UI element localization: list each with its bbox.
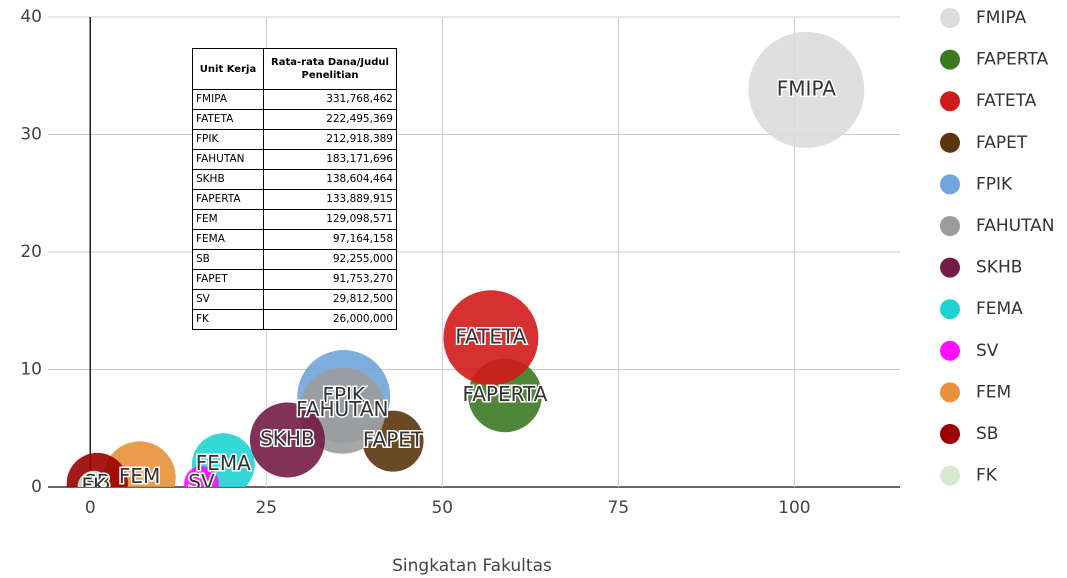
legend-label: FATETA xyxy=(976,91,1037,111)
legend-label: SKHB xyxy=(976,258,1022,278)
legend-marker xyxy=(940,132,960,153)
y-tick-label: 30 xyxy=(20,125,42,145)
table-cell: 97,164,158 xyxy=(263,229,397,250)
x-tick-label: 25 xyxy=(255,498,277,518)
table-row: FATETA 222,495,369 xyxy=(192,109,397,130)
legend-label: FEM xyxy=(976,382,1011,402)
table-cell: 183,171,696 xyxy=(263,149,397,170)
table-cell: SV xyxy=(192,289,264,310)
bubble xyxy=(77,470,111,487)
table-cell: FK xyxy=(192,309,264,330)
table-cell: 133,889,915 xyxy=(263,189,397,210)
table-cell: 29,812,500 xyxy=(263,289,397,310)
legend-marker xyxy=(940,91,960,112)
legend-label: FAPERTA xyxy=(976,50,1048,70)
bubble-label: SV xyxy=(188,470,215,494)
bubble xyxy=(443,290,539,386)
table-cell: FMIPA xyxy=(192,89,264,110)
legend-label: FPIK xyxy=(976,174,1013,194)
bubble-label: FATETA xyxy=(455,324,526,348)
bubbles: FMIPAFAPERTAFATETAFAPETFPIKFAHUTANSKHBFE… xyxy=(66,31,865,498)
table-row: FPIK 212,918,389 xyxy=(192,129,397,150)
table-cell: FAPET xyxy=(192,269,264,290)
legend-label: FAPET xyxy=(976,133,1028,153)
bubble-label: FEMA xyxy=(196,451,251,475)
legend-label: FAHUTAN xyxy=(976,216,1054,236)
table-cell: 212,918,389 xyxy=(263,129,397,150)
bubble-label: FMIPA xyxy=(777,76,836,100)
bubble-label: FAPERTA xyxy=(463,382,548,406)
table-cell: FEMA xyxy=(192,229,264,250)
bubble xyxy=(184,466,219,487)
legend-marker xyxy=(940,382,960,403)
bubble xyxy=(249,402,325,478)
table-cell: 331,768,462 xyxy=(263,89,397,110)
legend-label: SB xyxy=(976,424,998,444)
y-tick-label: 10 xyxy=(20,360,42,380)
y-tick-label: 0 xyxy=(31,477,42,497)
table-cell: 222,495,369 xyxy=(263,109,397,130)
data-table: Unit Kerja Rata-rata Dana/Judul Penelitia… xyxy=(192,48,397,330)
legend-marker xyxy=(940,424,960,444)
table-header-row: Unit Kerja Rata-rata Dana/Judul Penelitia… xyxy=(192,48,397,90)
table-cell: 92,255,000 xyxy=(263,249,397,270)
table-header: Unit Kerja xyxy=(192,48,264,90)
table-row: FAPERTA 133,889,915 xyxy=(192,189,397,210)
table-row: SV 29,812,500 xyxy=(192,289,397,310)
bubble-label: FAPET xyxy=(363,428,424,452)
legend-marker xyxy=(940,174,960,195)
table-cell: FPIK xyxy=(192,129,264,150)
table-row: FAPET 91,753,270 xyxy=(192,269,397,290)
x-tick-label: 0 xyxy=(85,498,96,518)
legend-marker xyxy=(940,257,960,278)
grid xyxy=(48,16,900,488)
table-cell: FATETA xyxy=(192,109,264,130)
y-tick-label: 20 xyxy=(20,242,42,262)
legend-label: FK xyxy=(976,466,998,486)
table-row: FEM 129,098,571 xyxy=(192,209,397,230)
legend-marker xyxy=(940,49,960,70)
legend-label: FEMA xyxy=(976,299,1023,319)
legend-marker xyxy=(940,340,960,361)
table-row: FMIPA 331,768,462 xyxy=(192,89,397,110)
table-cell: FAHUTAN xyxy=(192,149,264,170)
bubble xyxy=(748,31,865,148)
bubble-label: SKHB xyxy=(260,427,315,451)
table-cell: SKHB xyxy=(192,169,264,190)
legend-label: FMIPA xyxy=(976,8,1027,28)
table-cell: FAPERTA xyxy=(192,189,264,210)
x-tick-label: 100 xyxy=(778,498,810,518)
x-tick-label: 50 xyxy=(431,498,453,518)
table-row: FK 26,000,000 xyxy=(192,309,397,330)
legend-marker xyxy=(940,465,960,486)
bubble-label: FAHUTAN xyxy=(296,397,388,421)
legend-label: SV xyxy=(976,341,999,361)
table-row: SKHB 138,604,464 xyxy=(192,169,397,190)
legend-marker xyxy=(940,8,960,28)
legend-marker xyxy=(940,216,960,236)
table-cell: SB xyxy=(192,249,264,270)
table-cell: 91,753,270 xyxy=(263,269,397,290)
legend-marker xyxy=(940,299,960,320)
bubble-label: FK xyxy=(81,474,107,498)
table-cell: 26,000,000 xyxy=(263,309,397,330)
table-row: FAHUTAN 183,171,696 xyxy=(192,149,397,170)
table-cell: 129,098,571 xyxy=(263,209,397,230)
bubble-label: SB xyxy=(84,470,110,494)
x-tick-label: 75 xyxy=(608,498,630,518)
y-tick-label: 40 xyxy=(20,7,42,27)
x-axis-label: Singkatan Fakultas xyxy=(392,556,552,576)
table-row: SB 92,255,000 xyxy=(192,249,397,270)
table-row: FEMA 97,164,158 xyxy=(192,229,397,250)
bubble-label: FPIK xyxy=(322,383,365,407)
table-cell: 138,604,464 xyxy=(263,169,397,190)
table-cell: FEM xyxy=(192,209,264,230)
table-header: Rata-rata Dana/Judul Penelitian xyxy=(263,48,397,90)
bubble-label: FEM xyxy=(119,464,160,488)
